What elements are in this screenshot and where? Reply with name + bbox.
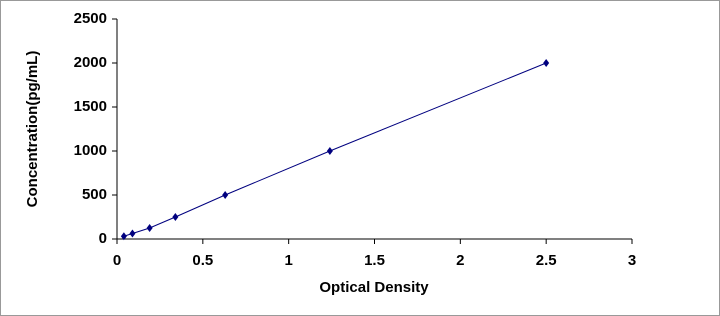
data-point xyxy=(172,213,179,221)
x-tick-label: 0 xyxy=(113,252,121,269)
x-tick-label: 2 xyxy=(456,252,464,269)
data-point xyxy=(120,232,127,241)
y-tick-label: 500 xyxy=(82,186,107,203)
x-tick-label: 1 xyxy=(284,252,292,269)
x-tick-label: 1.5 xyxy=(364,252,385,269)
y-tick-label: 2500 xyxy=(74,10,107,27)
y-tick-label: 1000 xyxy=(74,142,107,159)
data-point xyxy=(326,147,333,155)
data-point xyxy=(129,229,136,238)
x-tick-label: 0.5 xyxy=(192,252,213,269)
y-tick-label: 2000 xyxy=(74,54,107,71)
data-point xyxy=(146,224,153,232)
y-tick-label: 0 xyxy=(99,230,107,247)
data-point xyxy=(543,59,550,67)
x-axis-label: Optical Density xyxy=(319,279,429,296)
data-point xyxy=(222,191,229,199)
x-tick-label: 3 xyxy=(628,252,636,269)
y-tick-label: 1500 xyxy=(74,98,107,115)
x-tick-label: 2.5 xyxy=(536,252,557,269)
y-axis-label: Concentration(pg/mL) xyxy=(24,51,41,208)
